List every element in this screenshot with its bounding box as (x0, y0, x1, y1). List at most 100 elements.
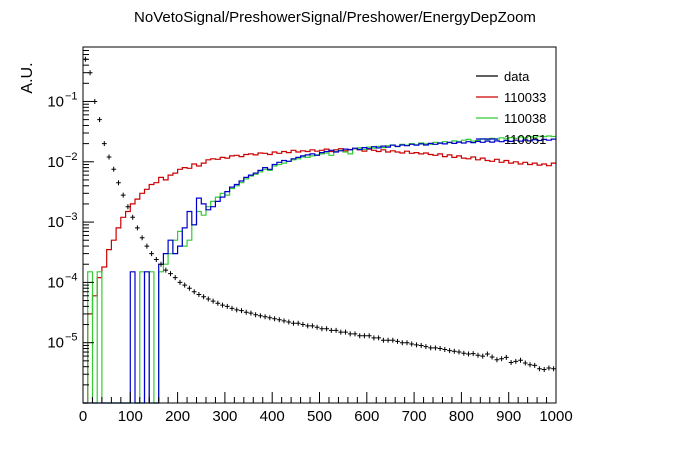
data-point (414, 342, 419, 348)
y-tick-label: 10 (47, 214, 64, 231)
data-point (135, 225, 140, 231)
data-point (475, 352, 481, 358)
data-point (522, 360, 528, 366)
legend: data 110033 110038 110051 (476, 69, 546, 147)
data-point (480, 353, 486, 359)
data-point (291, 320, 296, 326)
data-point (347, 331, 353, 337)
data-point (399, 340, 405, 346)
data-point (210, 298, 216, 304)
data-point (390, 337, 396, 343)
data-point (395, 338, 400, 344)
data-point (314, 324, 320, 330)
data-point (527, 362, 533, 368)
x-tick-label: 1000 (539, 408, 572, 425)
y-tick-exponent: −2 (65, 151, 78, 163)
data-point (451, 348, 457, 354)
data-point (371, 335, 377, 341)
data-point (120, 192, 126, 198)
data-point (139, 235, 145, 241)
series-110033 (83, 148, 556, 404)
data-point (494, 357, 500, 363)
x-tick-label: 0 (79, 408, 87, 425)
data-point (286, 319, 292, 325)
data-point (144, 243, 150, 249)
series-110051 (83, 138, 556, 404)
data-point (191, 289, 197, 295)
data-point (125, 204, 131, 210)
y-tick-exponent: −5 (65, 332, 78, 344)
y-tick-exponent: −4 (65, 271, 78, 283)
data-point (187, 285, 192, 291)
data-point (262, 314, 268, 320)
data-point (106, 154, 112, 160)
data-point (116, 180, 121, 186)
data-point (404, 340, 410, 346)
series-line-110033 (83, 148, 556, 404)
data-point (229, 305, 235, 311)
x-tick-label: 700 (402, 408, 427, 425)
legend-label: 110033 (504, 90, 546, 105)
data-point (243, 309, 249, 315)
data-point (177, 279, 183, 285)
data-point (518, 357, 523, 363)
y-tick-exponent: −3 (65, 211, 78, 223)
data-point (158, 261, 164, 267)
data-point (418, 343, 424, 348)
x-tick-label: 800 (449, 408, 474, 425)
data-point (362, 333, 367, 339)
data-point (234, 307, 240, 313)
data-point (470, 351, 476, 357)
data-point (447, 348, 452, 354)
data-point (319, 326, 325, 332)
data-point (409, 341, 415, 347)
data-point (182, 282, 188, 288)
data-point (248, 310, 254, 316)
data-point (541, 367, 547, 372)
data-point (366, 333, 372, 339)
data-point (357, 333, 363, 339)
data-point (305, 323, 310, 329)
y-tick-label: 10 (47, 154, 64, 171)
data-point (163, 267, 169, 273)
y-tick-exponent: −1 (65, 90, 78, 102)
data-point (168, 271, 173, 277)
legend-entry: data (476, 69, 530, 84)
series-line-110051 (83, 138, 556, 404)
data-point (206, 296, 211, 302)
data-point (456, 349, 462, 355)
data-point (329, 327, 334, 333)
y-tick-label: 10 (47, 93, 64, 110)
data-point (442, 347, 448, 352)
data-point (253, 312, 258, 318)
data-point (130, 214, 135, 220)
data-point (101, 141, 107, 147)
data-point (111, 166, 117, 172)
data-point (258, 313, 263, 319)
data-point (201, 294, 206, 300)
data-point (352, 331, 358, 337)
data-point (537, 366, 542, 372)
data-point (499, 356, 504, 362)
data-point (324, 326, 329, 332)
legend-label: data (504, 69, 530, 84)
chart-title: NoVetoSignal/PreshowerSignal/Preshower/E… (134, 9, 536, 26)
data-point (333, 327, 339, 333)
axis-layer: 0 100 200 300 400 500 600 700 800 900 100010−510−4… (47, 46, 573, 425)
x-tick-label: 500 (307, 408, 332, 425)
data-point (485, 351, 490, 357)
x-tick-label: 100 (118, 408, 143, 425)
data-point (310, 323, 315, 329)
data-point (461, 350, 467, 356)
data-point (272, 316, 277, 322)
data-point (551, 366, 556, 372)
data-point (513, 358, 519, 364)
data-point (220, 302, 225, 308)
data-point (423, 344, 429, 350)
data-point (172, 275, 178, 281)
data-point (295, 320, 301, 326)
data-point (532, 362, 538, 368)
series-layer (83, 56, 556, 404)
series-110038 (83, 135, 556, 404)
